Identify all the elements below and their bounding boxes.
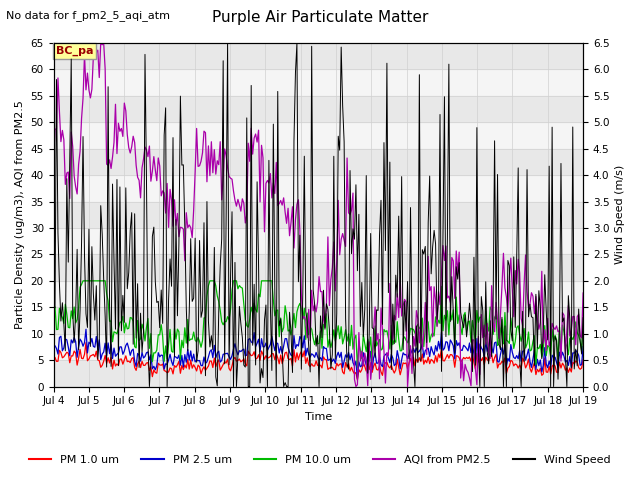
Bar [54, 202, 583, 228]
Bar [54, 96, 583, 122]
Text: Purple Air Particulate Matter: Purple Air Particulate Matter [212, 10, 428, 24]
Legend: PM 1.0 um, PM 2.5 um, PM 10.0 um, AQI from PM2.5, Wind Speed: PM 1.0 um, PM 2.5 um, PM 10.0 um, AQI fr… [25, 451, 615, 469]
Bar [54, 149, 583, 175]
Bar [54, 360, 583, 386]
Text: BC_pa: BC_pa [56, 46, 93, 56]
Y-axis label: Wind Speed (m/s): Wind Speed (m/s) [615, 165, 625, 264]
Y-axis label: Particle Density (ug/m3), AQI from PM2.5: Particle Density (ug/m3), AQI from PM2.5 [15, 100, 25, 329]
X-axis label: Time: Time [305, 412, 332, 422]
Bar [54, 43, 583, 70]
Bar [54, 307, 583, 334]
Bar [54, 254, 583, 281]
Text: No data for f_pm2_5_aqi_atm: No data for f_pm2_5_aqi_atm [6, 10, 170, 21]
